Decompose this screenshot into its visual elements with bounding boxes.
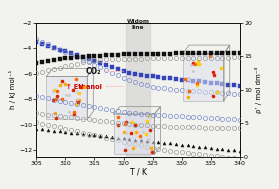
Y-axis label: ρ’ / mol dm⁻³: ρ’ / mol dm⁻³ bbox=[255, 67, 262, 113]
Bar bbox=[126, 23, 150, 157]
Text: ↑ Ethanol: ↑ Ethanol bbox=[66, 84, 102, 90]
Bar bbox=[114, 114, 154, 154]
Y-axis label: h / kJ mol⁻¹: h / kJ mol⁻¹ bbox=[9, 70, 16, 109]
X-axis label: T / K: T / K bbox=[130, 167, 146, 176]
Bar bbox=[183, 53, 224, 101]
Text: Widom
line: Widom line bbox=[127, 19, 150, 30]
Text: CO₂: CO₂ bbox=[86, 67, 102, 76]
Bar bbox=[46, 76, 87, 119]
